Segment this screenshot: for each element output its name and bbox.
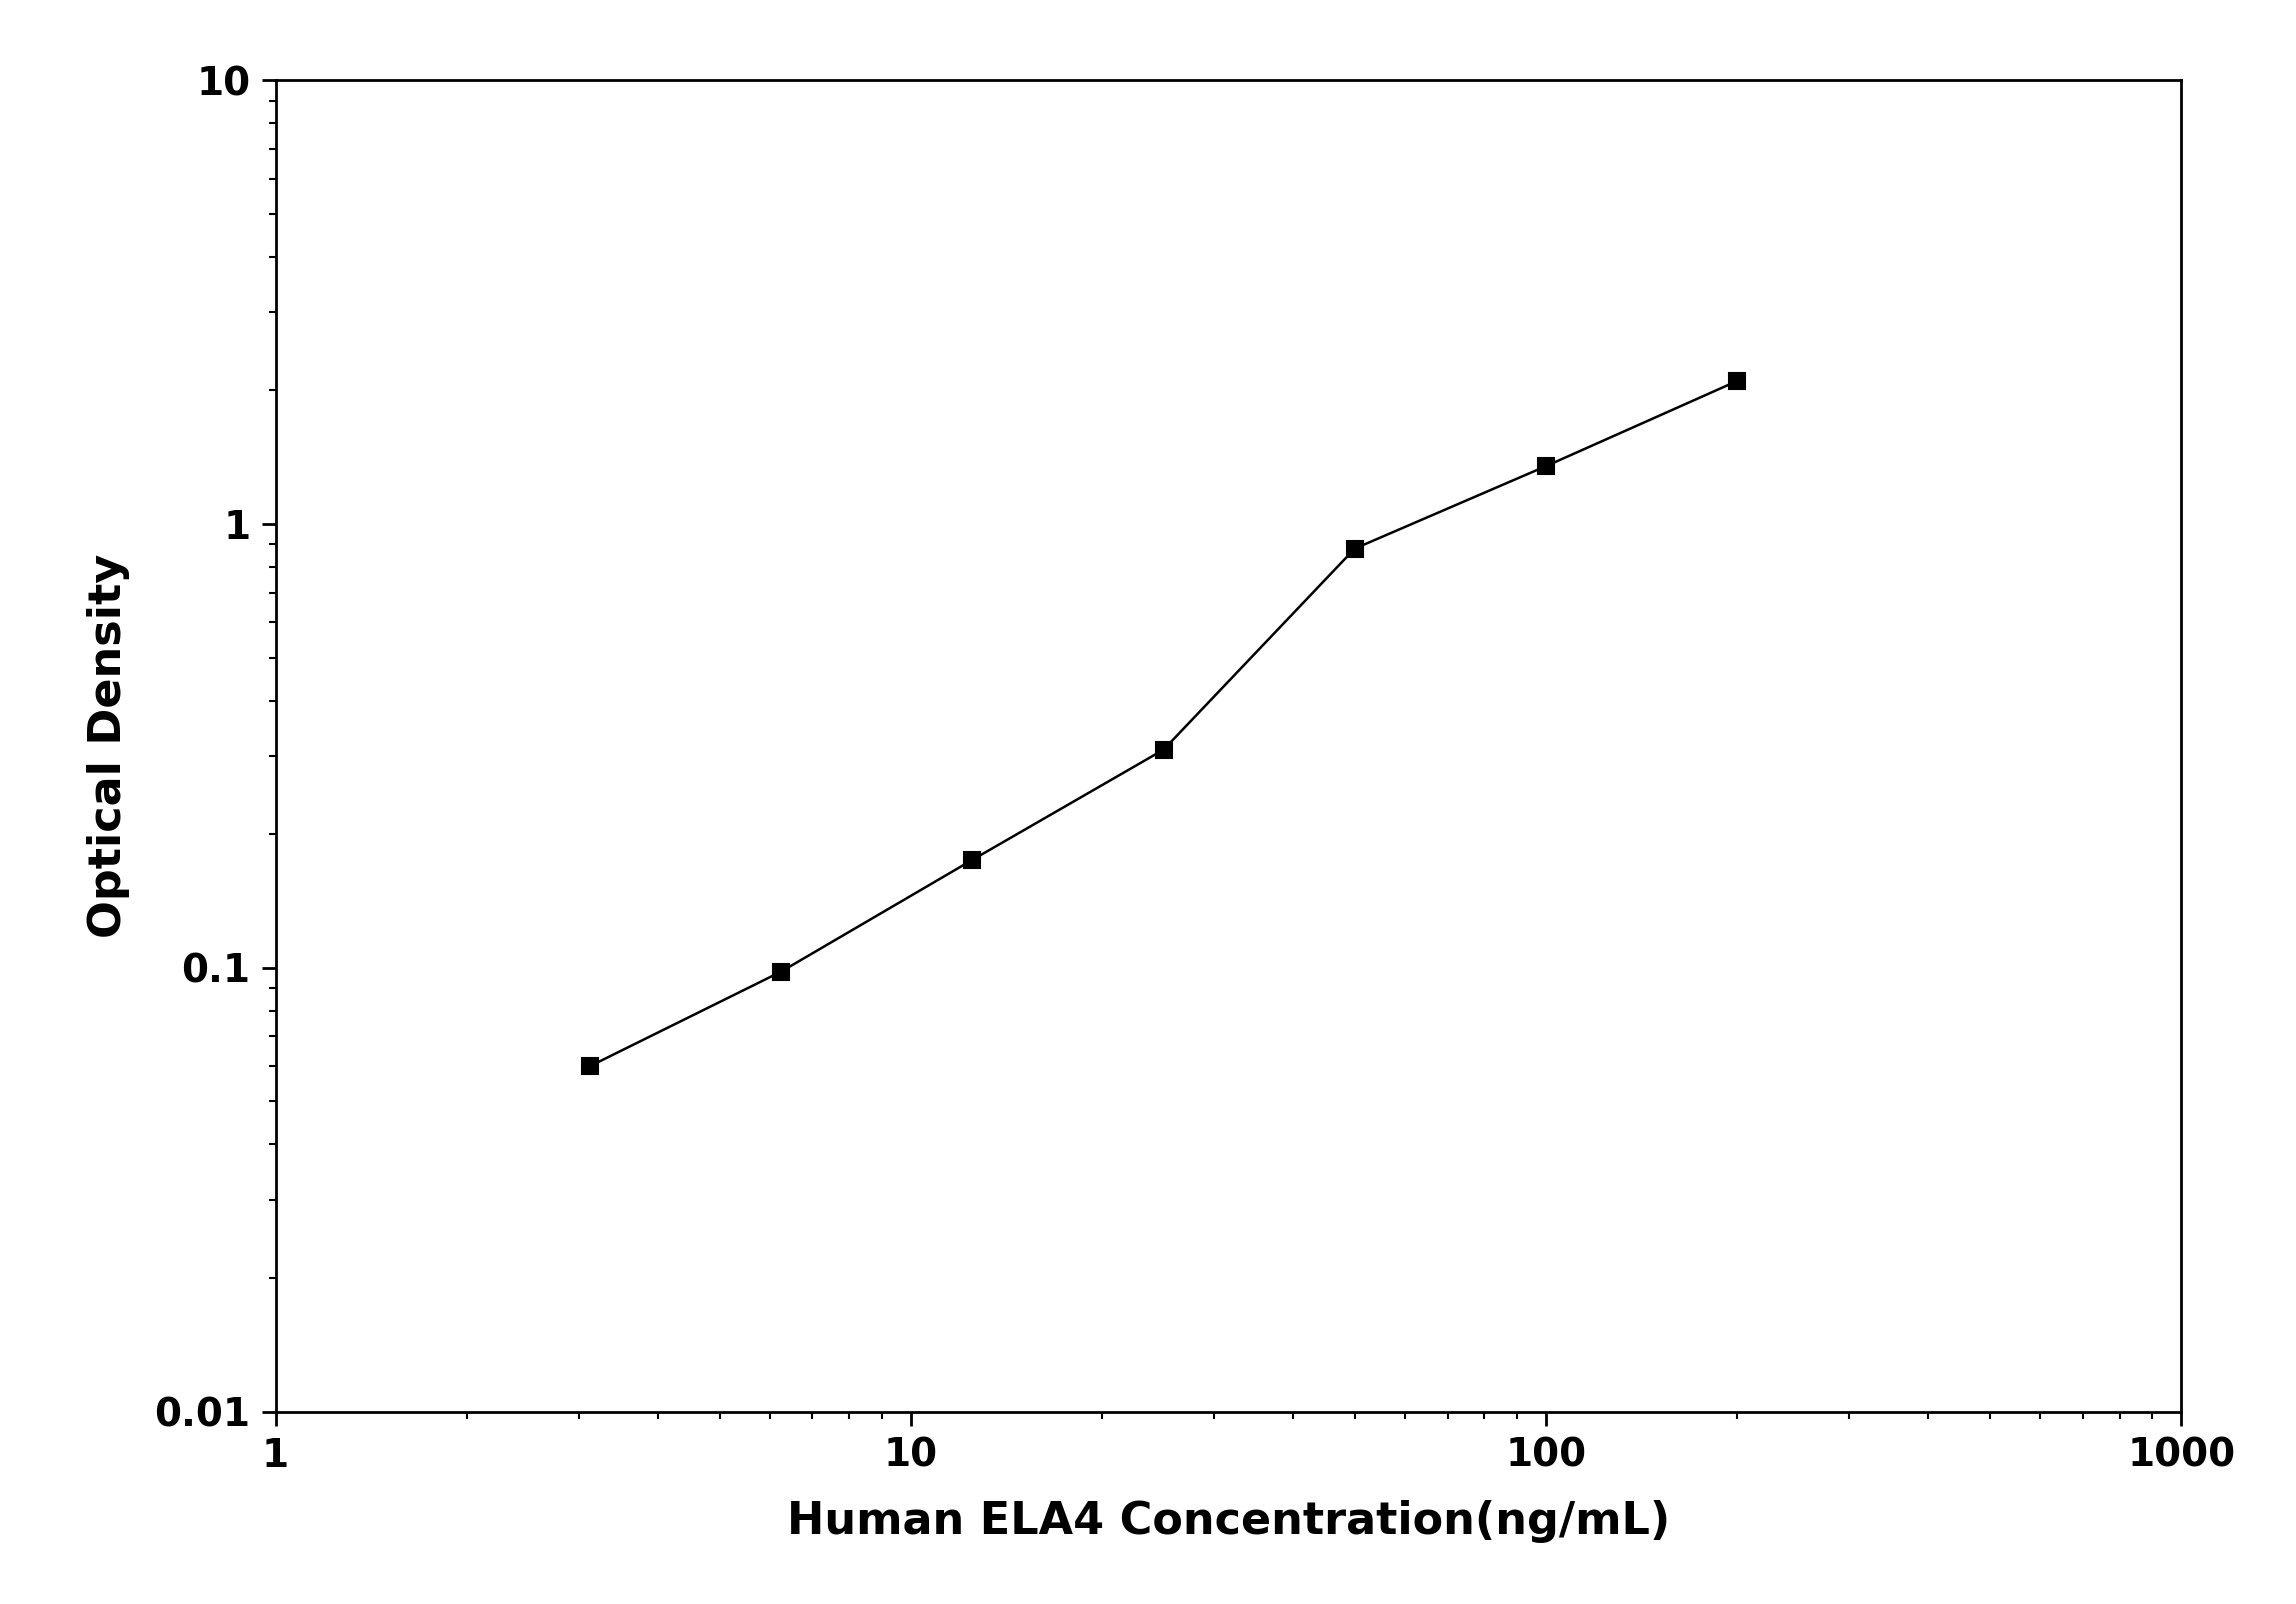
X-axis label: Human ELA4 Concentration(ng/mL): Human ELA4 Concentration(ng/mL) <box>788 1500 1669 1543</box>
Y-axis label: Optical Density: Optical Density <box>87 553 129 938</box>
